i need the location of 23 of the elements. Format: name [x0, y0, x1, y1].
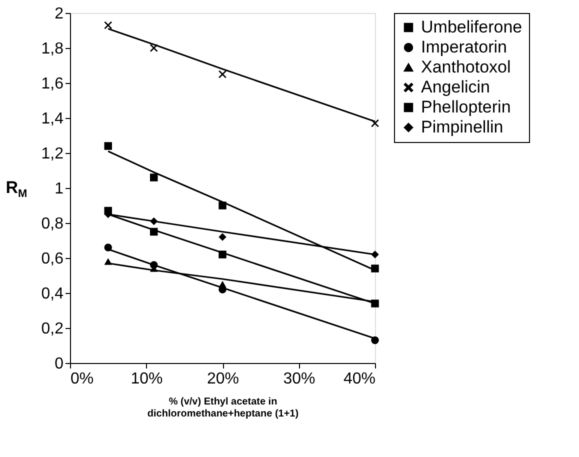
y-tick-label: 1 [54, 180, 64, 198]
legend-label: Phellopterin [421, 98, 511, 116]
y-tick-label: 1,6 [41, 76, 64, 92]
x-tick-label: 10% [130, 370, 163, 388]
x-tick-label: 20% [206, 370, 240, 388]
legend-label: Imperatorin [421, 38, 507, 56]
legend-label: Angelicin [421, 78, 490, 96]
y-tick-label: 0 [54, 356, 64, 372]
x-axis-title: % (v/v) Ethyl acetate in dichloromethane+heptane (1+1) [147, 396, 299, 420]
x-tick-label: 40% [343, 370, 376, 388]
x-tick-label: 30% [283, 370, 316, 388]
y-tick-label: 2 [54, 6, 64, 22]
y-tick-label: 1,8 [41, 40, 64, 58]
x-tick-label: 0% [70, 370, 94, 388]
legend-label: Pimpinellin [421, 118, 504, 136]
y-tick-label: 0,6 [41, 250, 64, 268]
y-tick-label: 1,4 [41, 110, 64, 128]
legend-label: Xanthotoxol [421, 58, 511, 76]
y-tick-label: 1,2 [41, 146, 64, 162]
y-tick-label: 0,2 [41, 320, 64, 338]
y-tick-label: 0,8 [41, 216, 64, 232]
legend-label: Umbeliferone [421, 18, 522, 36]
y-tick-label: 0,4 [41, 286, 64, 302]
